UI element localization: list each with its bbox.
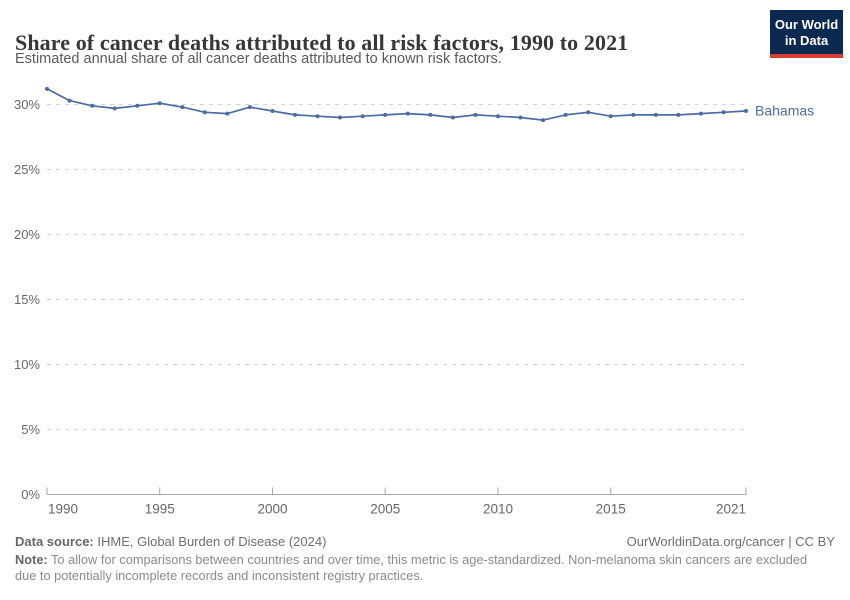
data-point[interactable] xyxy=(698,111,703,116)
y-tick-label: 20% xyxy=(14,227,40,242)
data-point[interactable] xyxy=(135,103,140,108)
data-point[interactable] xyxy=(653,112,658,117)
data-point[interactable] xyxy=(202,110,207,115)
data-point[interactable] xyxy=(744,109,748,113)
data-point[interactable] xyxy=(383,112,388,117)
data-point[interactable] xyxy=(563,112,568,117)
data-point[interactable] xyxy=(67,98,72,103)
data-point[interactable] xyxy=(473,112,478,117)
x-tick-label: 2021 xyxy=(716,502,746,517)
data-point[interactable] xyxy=(360,114,365,119)
page-title: Share of cancer deaths attributed to all… xyxy=(15,29,629,55)
data-point[interactable] xyxy=(676,112,681,117)
data-point[interactable] xyxy=(293,112,297,117)
series-line-bahamas[interactable] xyxy=(46,88,747,121)
footer-source-row: Data source: IHME, Global Burden of Dise… xyxy=(15,534,835,549)
y-tick-label: 5% xyxy=(21,422,40,437)
data-point[interactable] xyxy=(631,112,636,117)
data-point[interactable] xyxy=(112,106,117,111)
data-point[interactable] xyxy=(608,114,613,119)
y-tick-label: 10% xyxy=(14,357,40,372)
x-tick-label: 2015 xyxy=(596,502,626,517)
x-tick-label: 1995 xyxy=(145,502,175,517)
data-point[interactable] xyxy=(428,112,433,117)
y-tick-label: 0% xyxy=(21,487,40,502)
series-end-label: Bahamas xyxy=(755,103,814,119)
x-tick-label: 1990 xyxy=(48,502,78,517)
y-tick-label: 30% xyxy=(14,97,40,112)
x-tick-label: 2000 xyxy=(257,502,287,517)
chart-subtitle: Estimated annual share of all cancer dea… xyxy=(15,51,502,67)
data-source-value: IHME, Global Burden of Disease (2024) xyxy=(93,534,327,549)
data-point[interactable] xyxy=(315,114,320,119)
owid-logo-line2: in Data xyxy=(784,32,829,48)
data-point[interactable] xyxy=(180,105,185,110)
data-point[interactable] xyxy=(247,105,252,110)
data-point[interactable] xyxy=(541,118,546,123)
data-point[interactable] xyxy=(721,110,726,115)
attribution-text: OurWorldinData.org/cancer | CC BY xyxy=(626,534,835,549)
x-tick-label: 2005 xyxy=(370,502,400,517)
owid-logo: Our World in Data xyxy=(770,10,843,59)
data-point[interactable] xyxy=(405,111,410,116)
data-point[interactable] xyxy=(450,115,455,120)
data-point[interactable] xyxy=(270,109,275,113)
data-point[interactable] xyxy=(338,115,343,120)
x-tick-label: 2010 xyxy=(483,502,513,517)
y-tick-label: 15% xyxy=(14,292,40,307)
data-point[interactable] xyxy=(518,115,523,120)
data-point[interactable] xyxy=(225,111,230,116)
y-tick-label: 25% xyxy=(14,162,40,177)
owid-logo-line1: Our World xyxy=(774,17,839,32)
data-point[interactable] xyxy=(45,86,49,91)
data-point[interactable] xyxy=(586,110,591,115)
data-point[interactable] xyxy=(157,101,162,106)
footer-note: Note: To allow for comparisons between c… xyxy=(15,552,810,585)
data-point[interactable] xyxy=(496,114,500,119)
data-source-text: Data source: IHME, Global Burden of Dise… xyxy=(15,534,326,549)
data-source-label: Data source: xyxy=(15,534,94,549)
note-label: Note: xyxy=(15,552,48,567)
data-point[interactable] xyxy=(90,103,95,108)
note-text: To allow for comparisons between countri… xyxy=(15,552,808,584)
